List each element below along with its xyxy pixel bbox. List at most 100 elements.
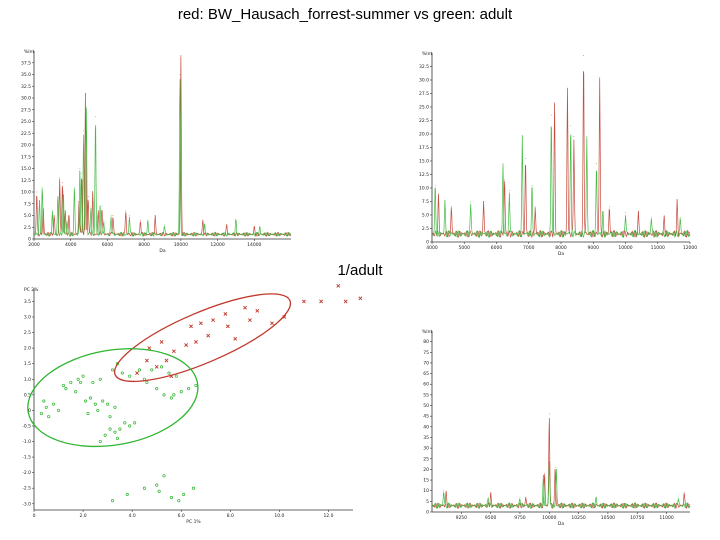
x-tick-label: 4.0: [129, 513, 136, 519]
x-tick-label: 6000: [491, 245, 503, 251]
scatter-point-green: [113, 430, 117, 434]
scatter-point-green: [96, 408, 100, 412]
peak-point-red: [676, 201, 678, 202]
scatter-point-green: [128, 374, 132, 378]
peak-point-red: [490, 492, 492, 494]
peak-point-green: [259, 226, 261, 228]
scatter-point-red: [135, 371, 139, 375]
peak-point-red: [504, 179, 505, 181]
x-axis-label: Da: [159, 248, 165, 254]
peak-point-green: [677, 496, 679, 498]
y-tick-label: 2.5: [422, 226, 429, 232]
peak-point-green: [41, 186, 43, 188]
x-tick-label: 12000: [210, 242, 224, 248]
scatter-point-red: [233, 336, 238, 341]
y-tick-label: 15.0: [419, 159, 429, 165]
peak-point-green: [650, 217, 652, 219]
scatter-point-red: [184, 343, 189, 347]
peak-point-red: [534, 206, 536, 208]
peak-point-red: [583, 55, 584, 57]
peak-zoom-chart: 0 5 10 15 20 25 30 35 40 45 50 55 60 65 70 75 80 9250 9500…: [422, 329, 691, 527]
scatter-point-green: [76, 377, 80, 381]
x-tick-label: 2000: [28, 242, 40, 248]
y-tick-label: 22.5: [21, 131, 31, 137]
x-tick-label: 10000: [174, 242, 188, 248]
y-tick-label: 40: [423, 424, 429, 430]
series-line-green: [431, 461, 691, 510]
x-tick-label: 9750: [514, 515, 526, 521]
zoom-spectrum-chart: 0 2.5 5.0 7.5 10.0 12.5 15.0 17.5 20.0 22.5 25.0 27…: [419, 51, 697, 257]
scatter-point-green: [61, 383, 65, 388]
scatter-point-green: [81, 374, 85, 378]
peak-point-red: [525, 157, 526, 159]
x-tick-label: 7000: [523, 245, 535, 251]
scatter-point-red: [206, 333, 211, 338]
scatter-point-green: [44, 405, 48, 409]
y-tick-label: 1.5: [24, 361, 31, 367]
x-tick-label: 8.0: [227, 513, 234, 519]
scatter-point-green: [98, 439, 102, 444]
peak-point-green: [555, 469, 557, 470]
scatter-point-green: [167, 371, 171, 375]
peak-point-green: [99, 205, 101, 207]
scatter-point-green: [155, 387, 159, 391]
peak-point-red: [554, 466, 556, 468]
series-line-red: [431, 417, 691, 510]
peak-point-green: [85, 107, 87, 108]
slide-subtitle: 1/adult: [337, 262, 383, 279]
scatter-point-green: [103, 433, 107, 437]
y-tick-label: 2.5: [24, 330, 31, 336]
scatter-point-green: [115, 362, 119, 366]
x-tick-label: 10500: [601, 515, 615, 521]
x-tick-label: 2.0: [79, 513, 86, 519]
peak-point-green: [570, 125, 572, 127]
x-tick-label: 4000: [426, 245, 438, 251]
scatter-point-green: [133, 421, 137, 425]
peak-point-red: [544, 473, 545, 475]
peak-point-red: [81, 172, 83, 174]
x-tick-label: 0: [33, 513, 36, 519]
scatter-point-green: [145, 380, 149, 384]
y-tick-label: 30.0: [21, 96, 31, 102]
x-tick-label: 10250: [571, 515, 585, 521]
y-tick-label: 50: [423, 403, 429, 409]
scatter-point-red: [194, 339, 198, 344]
scatter-point-green: [98, 377, 102, 381]
scatter-point-green: [110, 499, 115, 503]
peak-point-green: [79, 168, 81, 169]
y-tick-label: 7.5: [422, 199, 429, 205]
y-tick-label: 0.5: [24, 392, 31, 398]
cluster-ellipse-red: [113, 293, 292, 383]
peak-point-green: [179, 74, 181, 75]
scatter-point-red: [164, 358, 169, 363]
scatter-point-green: [169, 396, 173, 400]
scatter-point-green: [160, 365, 164, 369]
peak-point-red: [92, 191, 94, 193]
y-tick-label: 25.0: [21, 119, 31, 125]
scatter-point-green: [108, 415, 112, 419]
scatter-point-green: [86, 411, 90, 416]
y-tick-label: 20.0: [419, 132, 429, 138]
series-line-green: [33, 79, 292, 237]
scatter-point-green: [93, 402, 97, 406]
x-axis-label: PC 1%: [186, 519, 201, 525]
peak-point-green: [204, 224, 206, 226]
scatter-point-red: [144, 358, 149, 363]
scatter-point-green: [56, 408, 61, 412]
series-line-red: [33, 56, 292, 237]
peak-point-green: [129, 215, 130, 216]
y-tick-label: 10.0: [419, 186, 429, 192]
peak-point-red: [59, 177, 61, 179]
peak-point-red: [85, 92, 86, 94]
scatter-point-green: [177, 499, 181, 503]
y-tick-label: 30: [423, 446, 429, 452]
x-tick-label: 5000: [459, 245, 471, 251]
y-tick-label: 30.0: [419, 78, 429, 84]
scatter-point-green: [157, 489, 161, 493]
peak-point-red: [180, 55, 182, 57]
y-tick-label: 3.0: [24, 315, 31, 321]
scatter-point-green: [169, 495, 173, 500]
peak-point-red: [53, 215, 55, 216]
peak-point-red: [97, 210, 99, 212]
x-tick-label: 12000: [683, 245, 697, 251]
